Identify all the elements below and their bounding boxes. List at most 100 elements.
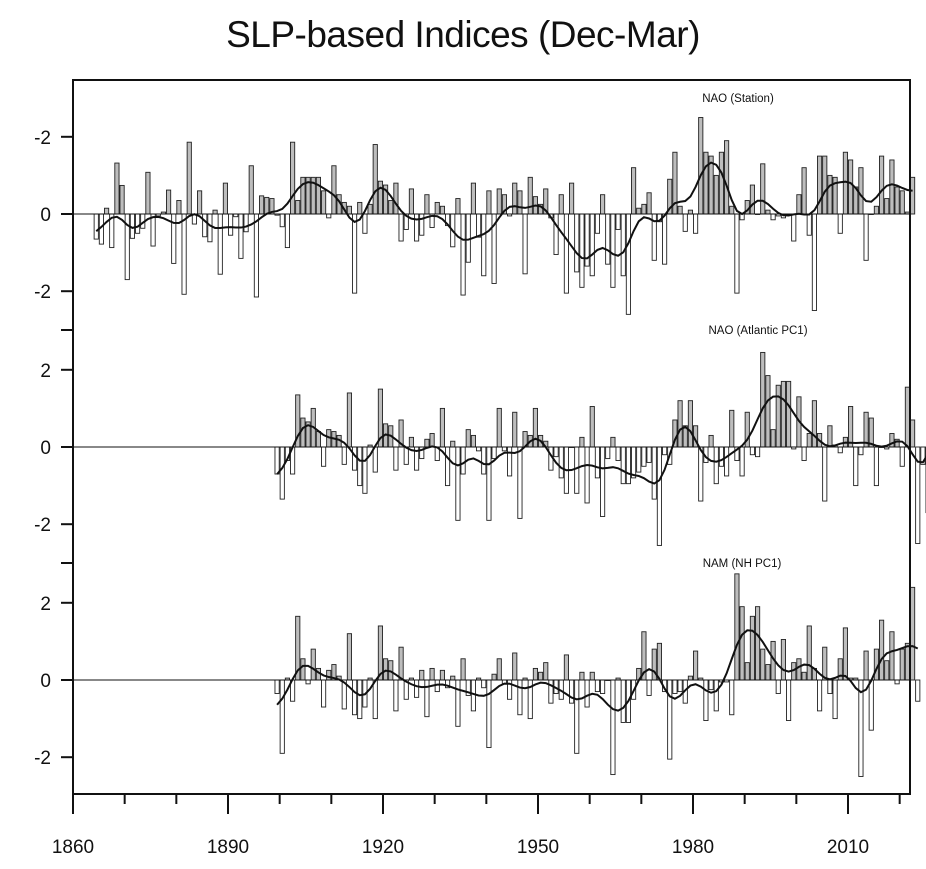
smooth-line-3 — [276, 629, 919, 712]
bar-1-1894 — [248, 165, 254, 215]
x-tick-label-1980: 1980 — [672, 837, 714, 858]
bar-2-1964 — [610, 436, 616, 448]
bar-1-1978 — [682, 213, 688, 232]
bar-3-1956 — [569, 679, 575, 704]
bar-1-1981 — [698, 117, 704, 215]
bar-3-1942 — [496, 658, 502, 681]
y-tick-label-1-2: -2 — [34, 282, 51, 303]
bar-2-2001 — [801, 446, 807, 461]
bar-2-1933 — [450, 440, 456, 448]
bar-1-1869 — [119, 184, 125, 215]
bar-3-1951 — [543, 662, 549, 681]
bar-1-1900 — [279, 213, 285, 228]
bar-1-2002 — [806, 213, 812, 236]
panel-labels: NAO (Station) NAO (Atlantic PC1) NAM (NH P… — [702, 93, 807, 570]
bar-3-1950 — [538, 671, 544, 681]
bar-3-1927 — [419, 669, 425, 681]
bar-1-2012 — [858, 167, 864, 215]
bar-3-2021 — [904, 642, 910, 681]
bar-1-1968 — [631, 167, 637, 215]
bar-2-2024 — [920, 446, 926, 465]
bar-3-1906 — [310, 648, 316, 681]
bar-3-1920 — [383, 658, 389, 681]
bar-1-1957 — [574, 213, 580, 273]
bar-1-1960 — [589, 213, 595, 277]
bar-3-1926 — [414, 679, 420, 698]
bar-1-1974 — [662, 213, 668, 265]
bar-1-1930 — [434, 201, 440, 215]
bar-3-1915 — [357, 679, 363, 720]
bar-2-2020 — [899, 446, 905, 467]
bar-3-1991 — [749, 615, 755, 681]
bar-2-1928 — [424, 438, 430, 448]
bar-2-1914 — [352, 446, 358, 471]
bar-1-1999 — [791, 213, 797, 242]
bar-1-1914 — [352, 213, 358, 294]
bar-2-1981 — [698, 446, 704, 502]
bar-2-1962 — [600, 446, 606, 517]
bar-1-1884 — [197, 190, 203, 215]
bar-2-1907 — [315, 431, 321, 448]
bar-1-1887 — [212, 209, 218, 215]
bar-3-1964 — [610, 679, 616, 776]
bar-1-1962 — [600, 194, 606, 215]
bar-1-1937 — [470, 182, 476, 215]
bar-3-1922 — [393, 679, 399, 712]
bar-3-2000 — [796, 658, 802, 681]
bar-3-1941 — [491, 673, 497, 681]
bar-3-1899 — [274, 679, 280, 694]
y-tick-label-2-1: 0 — [40, 438, 51, 459]
bar-2-2010 — [848, 406, 854, 448]
bar-3-1966 — [620, 679, 626, 723]
bar-1-1966 — [620, 213, 626, 277]
bar-3-1989 — [739, 606, 745, 681]
bar-2-1970 — [641, 446, 647, 467]
smooth-line-1 — [95, 161, 913, 260]
bar-3-1934 — [455, 679, 461, 727]
bar-2-1912 — [341, 446, 347, 465]
bar-2-1916 — [362, 446, 368, 494]
bar-2-1994 — [765, 375, 771, 448]
bar-2-1949 — [532, 407, 538, 448]
bar-1-2022 — [910, 176, 916, 215]
bar-3-1929 — [429, 667, 435, 681]
bar-2-1991 — [749, 446, 755, 456]
bar-1-1988 — [734, 213, 740, 294]
bar-2-1996 — [775, 384, 781, 448]
bar-1-1908 — [321, 190, 327, 215]
bar-1-1868 — [114, 162, 120, 215]
bar-1-2019 — [894, 186, 900, 215]
bar-1-1994 — [765, 209, 771, 215]
bar-1-1939 — [481, 213, 487, 277]
bar-3-2020 — [899, 648, 905, 681]
bar-3-2001 — [801, 671, 807, 681]
bar-2-1915 — [357, 446, 363, 487]
bar-1-1965 — [615, 213, 621, 230]
bar-1-1923 — [398, 213, 404, 242]
bar-1-1875 — [150, 213, 156, 247]
bar-3-2023 — [915, 679, 921, 702]
bar-3-2016 — [879, 619, 885, 681]
smooth-curves — [95, 161, 926, 712]
bar-1-1993 — [760, 163, 766, 215]
bar-1-1888 — [217, 213, 223, 275]
bar-1-1953 — [553, 213, 559, 255]
bar-1-1934 — [455, 198, 461, 215]
bar-1-1902 — [290, 141, 296, 215]
bar-1-1885 — [202, 213, 208, 238]
bar-2-1983 — [708, 434, 714, 448]
bar-3-1961 — [594, 679, 600, 693]
bar-3-1959 — [584, 679, 590, 708]
bar-2-1932 — [445, 446, 451, 487]
bar-3-2019 — [894, 679, 900, 685]
bar-3-2013 — [863, 650, 869, 681]
bar-2-1986 — [724, 446, 730, 477]
bar-3-1984 — [713, 679, 719, 712]
bar-1-1878 — [166, 189, 172, 215]
bar-2-1938 — [476, 446, 482, 452]
bar-1-2001 — [801, 167, 807, 215]
bar-1-1979 — [687, 209, 693, 215]
bar-3-1957 — [574, 679, 580, 754]
bar-2-1974 — [662, 446, 668, 456]
